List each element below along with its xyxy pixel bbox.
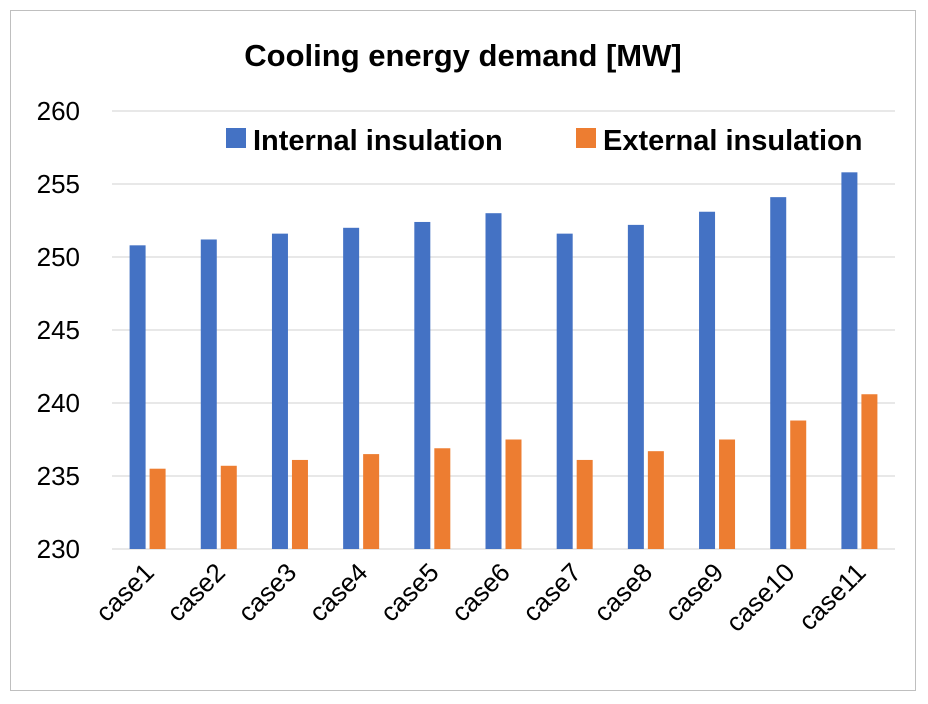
legend-swatch-external-insulation <box>576 128 596 148</box>
bar-external-insulation-case10 <box>790 420 807 549</box>
x-tick-label: case9 <box>659 557 729 627</box>
x-tick-label: case11 <box>793 557 872 636</box>
bar-external-insulation-case7 <box>576 459 593 549</box>
bar-external-insulation-case6 <box>505 439 522 549</box>
bar-external-insulation-case5 <box>434 448 451 549</box>
x-tick-label: case5 <box>374 557 444 627</box>
gridlines <box>112 110 895 550</box>
x-tick-label: case4 <box>303 557 373 627</box>
x-tick-label: case6 <box>445 557 515 627</box>
bar-internal-insulation-case7 <box>556 233 573 549</box>
chart-title: Cooling energy demand [MW] <box>244 38 681 73</box>
bar-external-insulation-case2 <box>220 465 237 549</box>
bar-external-insulation-case4 <box>363 454 380 549</box>
bar-internal-insulation-case11 <box>841 172 858 549</box>
x-tick-label: case8 <box>588 557 658 627</box>
bar-internal-insulation-case9 <box>699 211 716 550</box>
bar-internal-insulation-case5 <box>414 221 431 549</box>
y-tick-label: 230 <box>37 534 80 564</box>
legend-label-internal-insulation: Internal insulation <box>253 125 503 157</box>
y-tick-label: 245 <box>37 315 80 345</box>
bar-internal-insulation-case2 <box>200 239 217 550</box>
bar-external-insulation-case11 <box>861 394 878 549</box>
bar-external-insulation-case8 <box>647 451 664 549</box>
x-tick-label: case2 <box>161 557 231 627</box>
y-tick-label: 240 <box>37 388 80 418</box>
y-axis-ticks: 230 235 240 245 250 255 260 <box>37 96 80 564</box>
y-tick-label: 250 <box>37 242 80 272</box>
x-tick-label: case1 <box>90 557 160 627</box>
bar-internal-insulation-case4 <box>343 227 360 550</box>
bar-internal-insulation-case8 <box>627 224 644 549</box>
legend-label-external-insulation: External insulation <box>603 125 862 157</box>
bar-internal-insulation-case6 <box>485 213 502 549</box>
bar-external-insulation-case9 <box>719 439 736 549</box>
y-tick-label: 255 <box>37 169 80 199</box>
bar-internal-insulation-case10 <box>770 197 787 549</box>
chart-frame <box>10 10 916 691</box>
y-tick-label: 260 <box>37 96 80 126</box>
bar-internal-insulation-case1 <box>129 245 146 549</box>
bar-external-insulation-case1 <box>149 468 166 549</box>
y-tick-label: 235 <box>37 461 80 491</box>
bars <box>129 172 878 550</box>
bar-internal-insulation-case3 <box>271 233 288 549</box>
legend: Internal insulation External insulation <box>226 125 862 157</box>
x-tick-label: case10 <box>720 557 800 637</box>
bar-external-insulation-case3 <box>291 459 308 549</box>
x-tick-label: case3 <box>232 557 302 627</box>
x-tick-label: case7 <box>517 557 587 627</box>
legend-swatch-internal-insulation <box>226 128 246 148</box>
x-axis-ticks: case1 case2 case3 case4 case5 case6 case7 case8… <box>90 557 872 637</box>
